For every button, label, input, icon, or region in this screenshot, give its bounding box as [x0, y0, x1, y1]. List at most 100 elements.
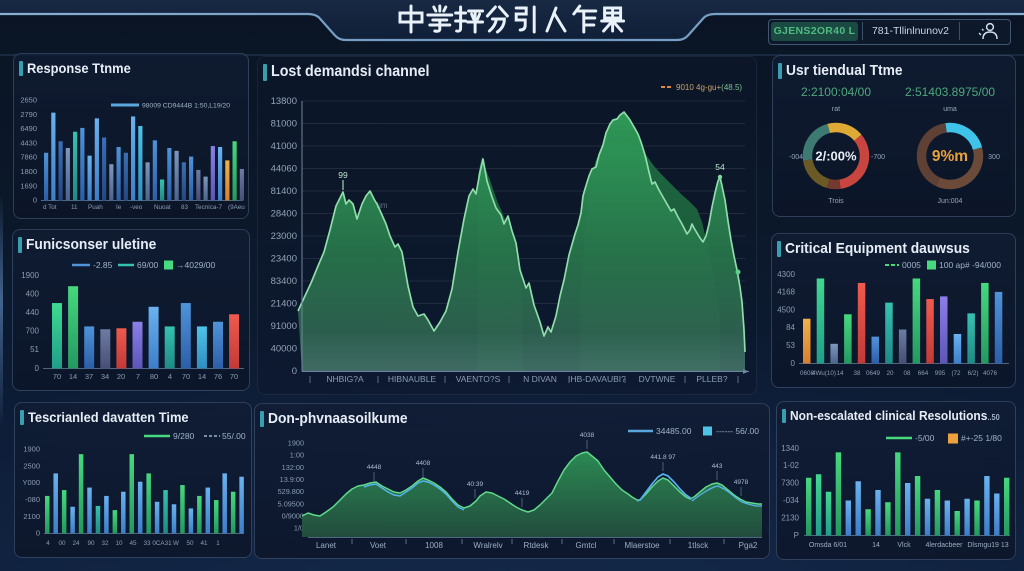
svg-text:Dlsmgu19 13: Dlsmgu19 13: [967, 542, 1008, 549]
svg-text:53: 53: [786, 341, 795, 350]
svg-text:11: 11: [71, 204, 78, 211]
svg-text:90: 90: [87, 540, 95, 547]
svg-text:23000: 23000: [271, 231, 297, 242]
svg-text:→4029/00: →4029/00: [176, 260, 215, 270]
svg-text:2:51403.8975/00: 2:51403.8975/00: [905, 85, 995, 99]
svg-text:Y000: Y000: [22, 478, 40, 487]
svg-text:Vlck: Vlck: [897, 542, 911, 549]
svg-text:1800: 1800: [20, 167, 37, 176]
svg-text:443: 443: [712, 463, 723, 470]
svg-text:00: 00: [58, 540, 66, 547]
svg-text:80: 80: [150, 372, 158, 381]
svg-text:4076: 4076: [983, 370, 998, 377]
svg-text:70: 70: [53, 372, 61, 381]
svg-text:1tlsck: 1tlsck: [688, 541, 709, 550]
svg-text:0CA31: 0CA31: [152, 540, 172, 547]
svg-text:6/2): 6/2): [968, 370, 979, 377]
svg-text:41000: 41000: [271, 141, 297, 152]
svg-text:hm: hm: [376, 201, 387, 210]
svg-text:10: 10: [115, 540, 123, 547]
svg-text:91000: 91000: [271, 321, 297, 332]
svg-text:40:39: 40:39: [467, 481, 484, 488]
svg-text:44060: 44060: [271, 164, 297, 175]
svg-text:54: 54: [715, 162, 725, 172]
svg-text:24: 24: [72, 540, 80, 547]
svg-text:Omsda 6/01: Omsda 6/01: [809, 542, 847, 549]
svg-text:41: 41: [200, 540, 208, 547]
svg-text:83400: 83400: [271, 276, 297, 287]
svg-text:4300: 4300: [777, 270, 795, 279]
svg-text:7: 7: [136, 372, 140, 381]
svg-text:Lanet: Lanet: [316, 541, 337, 550]
svg-text:4: 4: [168, 372, 172, 381]
svg-text:300: 300: [988, 154, 1000, 161]
svg-text:Puah: Puah: [88, 204, 103, 211]
svg-text:Rtdesk: Rtdesk: [524, 541, 550, 550]
svg-text:Mlaerstoe: Mlaerstoe: [624, 541, 660, 550]
svg-text:08: 08: [903, 370, 911, 377]
svg-text:PLLEB?: PLLEB?: [696, 374, 727, 384]
svg-text:34485.00: 34485.00: [656, 426, 692, 436]
svg-text:1900: 1900: [21, 271, 39, 280]
svg-text:4038: 4038: [580, 432, 595, 439]
svg-text:98009 CD9444B 1:50,L19/20: 98009 CD9444B 1:50,L19/20: [142, 103, 230, 110]
svg-text:76: 76: [214, 372, 222, 381]
svg-text:23400: 23400: [271, 254, 297, 265]
svg-text:2790: 2790: [20, 110, 37, 119]
svg-text:DVTWNE: DVTWNE: [639, 374, 676, 384]
svg-text:2650: 2650: [20, 96, 37, 105]
svg-text:14: 14: [198, 372, 206, 381]
svg-text:1008: 1008: [425, 541, 443, 550]
svg-text:-5/00: -5/00: [915, 433, 935, 443]
svg-text:0: 0: [791, 359, 796, 368]
svg-text:4Wu(10): 4Wu(10): [812, 370, 836, 377]
svg-text:Nuoat: Nuoat: [154, 204, 171, 211]
svg-text:VAENTO?S: VAENTO?S: [456, 374, 501, 384]
svg-text:4: 4: [46, 540, 50, 547]
svg-text:4448: 4448: [367, 464, 382, 471]
svg-text:84: 84: [786, 323, 795, 332]
svg-text:51: 51: [30, 345, 39, 354]
svg-text:0608: 0608: [800, 370, 815, 377]
svg-text:-700: -700: [871, 154, 885, 161]
svg-text:(72: (72: [951, 370, 961, 377]
svg-text:2:2100:04/00: 2:2100:04/00: [801, 85, 871, 99]
svg-text:d Tot: d Tot: [43, 204, 57, 211]
svg-text:4lerdacbeer: 4lerdacbeer: [926, 542, 964, 549]
svg-text:5.09500: 5.09500: [278, 499, 304, 508]
svg-text:38: 38: [853, 370, 861, 377]
svg-text:13.9:00: 13.9:00: [280, 475, 304, 484]
svg-text:995: 995: [935, 370, 946, 377]
svg-text:N DIVAN: N DIVAN: [523, 374, 557, 384]
svg-text:Gmtcl: Gmtcl: [576, 541, 597, 550]
svg-text:-2.85: -2.85: [93, 260, 113, 270]
svg-text:14: 14: [69, 372, 77, 381]
svg-text:2100: 2100: [23, 512, 40, 521]
svg-text:0/9000: 0/9000: [282, 512, 304, 521]
svg-text:70: 70: [182, 372, 190, 381]
svg-text:1-02: 1-02: [783, 461, 800, 470]
svg-text:0649: 0649: [866, 370, 881, 377]
svg-text:4430: 4430: [20, 139, 37, 148]
svg-text:69/00: 69/00: [137, 260, 159, 270]
svg-text:0005: 0005: [902, 260, 921, 270]
svg-text:1: 1: [216, 540, 220, 547]
svg-text:99: 99: [338, 170, 348, 180]
svg-text:1:00: 1:00: [290, 451, 304, 460]
svg-text:-034: -034: [783, 496, 800, 505]
svg-text:NHBIG?A: NHBIG?A: [326, 374, 364, 384]
svg-text:9/280: 9/280: [173, 431, 195, 441]
svg-text:14: 14: [836, 370, 844, 377]
svg-text:1900: 1900: [288, 439, 304, 448]
svg-text:700: 700: [26, 327, 40, 336]
svg-text:Pga2: Pga2: [739, 541, 758, 550]
svg-text:32: 32: [101, 540, 109, 547]
svg-text:4168: 4168: [777, 288, 795, 297]
svg-text:#+-25 1/80: #+-25 1/80: [961, 433, 1002, 443]
svg-text:440: 440: [26, 308, 40, 317]
svg-text:2/:00%: 2/:00%: [815, 149, 857, 164]
svg-text:4419: 4419: [515, 490, 530, 497]
svg-text:441.8 97: 441.8 97: [650, 454, 676, 461]
svg-text:-004: -004: [789, 154, 803, 161]
svg-text:13800: 13800: [271, 96, 297, 107]
